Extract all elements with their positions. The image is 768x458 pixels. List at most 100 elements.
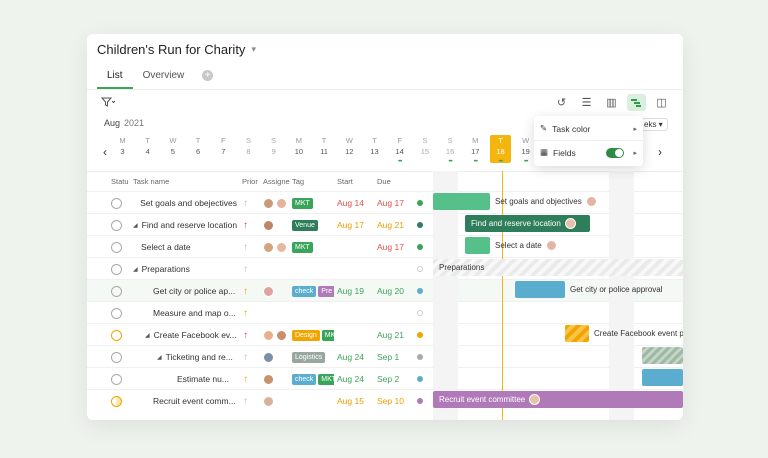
status-cell[interactable] [111,280,123,302]
status-circle-icon[interactable] [111,395,122,407]
tag-cell[interactable]: check Pre [292,280,334,302]
due-date[interactable]: Aug 17 [377,198,404,208]
status-cell[interactable] [111,236,123,258]
col-start[interactable]: Start [337,177,353,186]
gantt-bar[interactable] [465,237,490,254]
expand-triangle-icon[interactable]: ◢ [157,354,162,361]
status-cell[interactable] [111,324,123,346]
status-circle-icon[interactable] [111,373,122,385]
due-date[interactable]: Aug 21 [377,330,404,340]
due-date[interactable]: Aug 21 [377,220,404,230]
assignee-cell[interactable] [263,258,293,280]
start-date[interactable]: Aug 15 [337,396,364,406]
assignee-cell[interactable] [263,280,293,302]
task-name-cell[interactable]: Set goals and obejectives [133,192,237,214]
gantt-bar[interactable] [433,193,490,210]
task-color-item[interactable]: ✎ Task color ▸ [540,123,637,134]
start-date[interactable] [337,302,377,324]
list-indent-icon[interactable]: ☰ [581,97,592,109]
gantt-icon[interactable] [627,94,646,111]
start-date[interactable]: Aug 17 [337,220,364,230]
due-date[interactable]: Sep 1 [377,352,400,362]
table-row[interactable]: Select a date ↑ MKT Aug 17 [87,235,683,257]
assignee-cell[interactable] [263,346,293,368]
start-date[interactable] [337,324,377,346]
col-task-name[interactable]: Task name [133,177,170,186]
priority-arrow-icon[interactable]: ↑ [243,263,248,275]
due-date[interactable] [377,258,417,280]
task-name-cell[interactable]: Estimate nu... [169,368,237,390]
due-date[interactable]: Sep 2 [377,374,400,384]
fields-item[interactable]: ▦ Fields ▸ [540,147,637,158]
tab-list[interactable]: List [97,70,133,89]
status-cell[interactable] [111,390,123,412]
gantt-bar[interactable]: Recruit event committee [433,391,683,408]
next-arrow-icon[interactable]: › [658,145,662,159]
status-circle-icon[interactable] [111,351,122,363]
start-date[interactable] [337,236,377,258]
assignee-cell[interactable] [263,236,293,258]
tag-cell[interactable]: Design MK [292,324,334,346]
task-name-cell[interactable]: Measure and map o... [145,302,237,324]
priority-arrow-icon[interactable]: ↑ [243,351,248,363]
start-date[interactable]: Aug 19 [337,286,364,296]
task-name-cell[interactable]: Recruit event comm... [145,390,237,412]
filter-icon[interactable] [100,97,116,110]
status-cell[interactable] [111,346,123,368]
col-due[interactable]: Due [377,177,391,186]
status-circle-icon[interactable] [111,241,122,253]
priority-arrow-icon[interactable]: ↑ [243,307,248,319]
start-date[interactable]: Aug 14 [337,198,364,208]
due-date[interactable]: Aug 17 [377,242,404,252]
col-tag[interactable]: Tag [292,177,305,186]
expand-triangle-icon[interactable]: ◢ [133,222,138,229]
tag-cell[interactable]: MKT [292,236,334,258]
table-row[interactable]: Recruit event comm... ↑ Aug 15 Sep 10 [87,389,683,411]
priority-arrow-icon[interactable]: ↑ [243,197,248,209]
status-circle-icon[interactable] [111,307,122,319]
gantt-bar[interactable]: Preparations [433,259,683,276]
tag-cell[interactable]: Venue [292,214,334,236]
due-date[interactable] [377,302,417,324]
tab-overview[interactable]: Overview [142,70,185,81]
gantt-bar[interactable] [565,325,589,342]
priority-arrow-icon[interactable]: ↑ [243,219,248,231]
task-name-cell[interactable]: ◢ Preparations [133,258,237,280]
table-row[interactable]: ◢ Create Facebook ev... ↑ Design MK Aug 21 [87,323,683,345]
tag-cell[interactable]: check MKT [292,368,334,390]
col-status[interactable]: Statu [111,177,129,186]
table-row[interactable]: Set goals and obejectives ↑ MKT Aug 14 Aug 1… [87,191,683,213]
assignee-cell[interactable] [263,368,293,390]
expand-triangle-icon[interactable]: ◢ [145,332,150,339]
priority-arrow-icon[interactable]: ↑ [243,395,248,407]
status-cell[interactable] [111,258,123,280]
status-cell[interactable] [111,302,123,324]
table-row[interactable]: Estimate nu... ↑ check MKT Aug 24 Sep 2 [87,367,683,389]
assignee-cell[interactable] [263,192,293,214]
priority-arrow-icon[interactable]: ↑ [243,285,248,297]
gantt-bar[interactable]: Find and reserve location [465,215,590,232]
assignee-cell[interactable] [263,324,293,346]
assignee-cell[interactable] [263,390,293,412]
prev-arrow-icon[interactable]: ‹ [103,145,107,159]
status-circle-icon[interactable] [111,285,122,297]
status-cell[interactable] [111,214,123,236]
task-name-cell[interactable]: Select a date [133,236,237,258]
gantt-bar[interactable] [642,369,683,386]
undo-icon[interactable]: ↺ [556,97,567,109]
status-circle-icon[interactable] [111,197,122,209]
priority-arrow-icon[interactable]: ↑ [243,373,248,385]
chevron-down-icon[interactable]: ▾ [251,44,256,54]
zoom-select[interactable]: eks ▾ [639,118,668,131]
start-date[interactable] [337,258,377,280]
tag-cell[interactable] [292,390,334,412]
assignee-cell[interactable] [263,302,293,324]
assignee-cell[interactable] [263,214,293,236]
table-row[interactable]: ◢ Ticketing and re... ↑ Logistics Aug 24 Sep … [87,345,683,367]
status-circle-icon[interactable] [111,263,122,275]
task-name-cell[interactable]: Get city or police ap... [145,280,237,302]
project-title[interactable]: Children's Run for Charity ▾ [97,42,256,57]
status-cell[interactable] [111,192,123,214]
status-circle-icon[interactable] [111,219,122,231]
start-date[interactable]: Aug 24 [337,374,364,384]
